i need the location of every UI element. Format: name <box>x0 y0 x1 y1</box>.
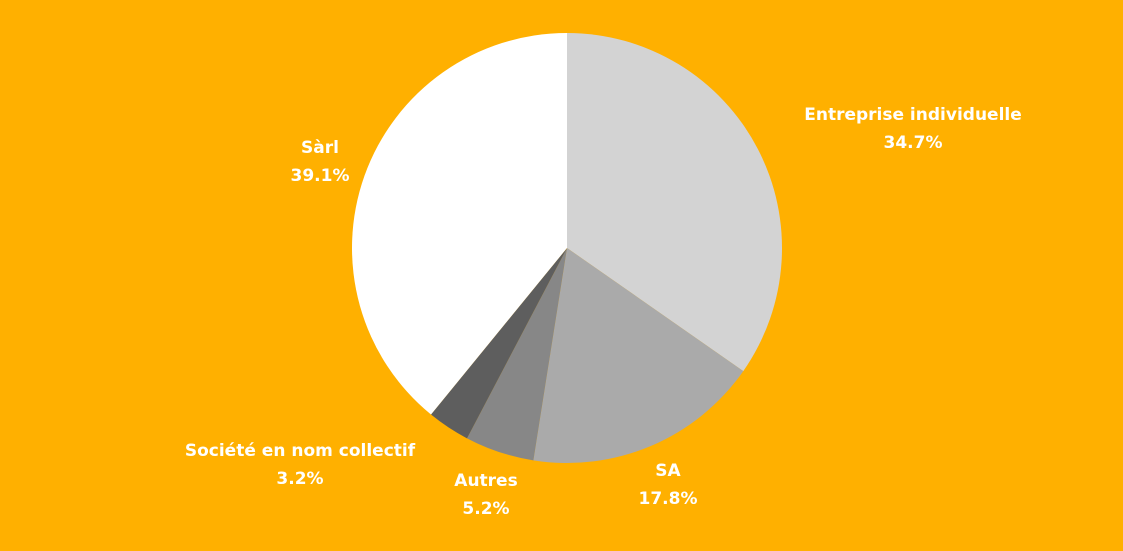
slice-label: Société en nom collectif <box>185 441 416 461</box>
pie-slice <box>466 248 567 461</box>
slice-value-label: 3.2% <box>276 469 323 489</box>
slice-value-label: 39.1% <box>291 166 350 186</box>
slice-value-label: 34.7% <box>884 133 943 153</box>
pie-slice <box>567 33 782 372</box>
slice-label: Autres <box>454 471 517 491</box>
pie-slice <box>352 33 567 415</box>
pie-slice <box>533 248 744 463</box>
slice-label: Sàrl <box>301 138 339 158</box>
slice-value-label: 5.2% <box>462 499 509 519</box>
slice-label: Entreprise individuelle <box>804 105 1022 125</box>
pie-slice <box>430 248 567 439</box>
slice-value-label: 17.8% <box>639 489 698 509</box>
slice-label: SA <box>655 461 681 481</box>
